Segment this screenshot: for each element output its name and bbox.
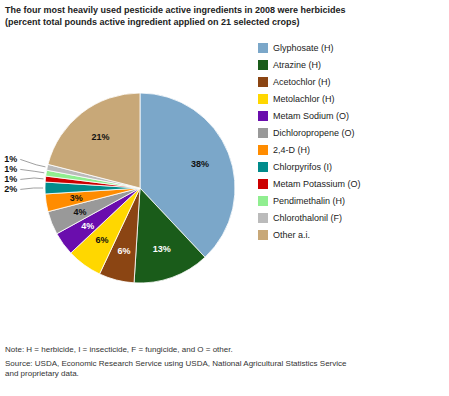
data-label: 3%: [70, 193, 83, 203]
legend-label: Metolachlor (H): [273, 94, 335, 104]
data-label: 13%: [153, 244, 171, 254]
annotation: Note: H = herbicide, I = insecticide, F …: [5, 345, 233, 354]
legend-swatch: [258, 77, 268, 87]
legend-swatch: [258, 128, 268, 138]
data-label: 1%: [4, 164, 17, 174]
legend-label: Metam Potassium (O): [273, 179, 361, 189]
data-label: 21%: [91, 132, 109, 142]
data-label: 4%: [81, 221, 94, 231]
legend-label: Other a.i.: [273, 230, 310, 240]
pie-slice: [48, 93, 140, 188]
legend-swatch: [258, 162, 268, 172]
data-label: 4%: [73, 207, 86, 217]
legend-label: Dichloropropene (O): [273, 128, 355, 138]
legend-label: 2,4-D (H): [273, 145, 310, 155]
data-label: 1%: [4, 174, 17, 184]
legend-swatch: [258, 213, 268, 223]
pie: [45, 93, 235, 283]
legend-swatch: [258, 230, 268, 240]
legend-label: Chlorothalonil (F): [273, 213, 342, 223]
annotation-line: Source: USDA, Economic Research Service …: [5, 359, 347, 368]
legend-swatch: [258, 111, 268, 121]
subtitle: (percent total pounds active ingredient …: [5, 17, 300, 27]
data-label: 2%: [4, 184, 17, 194]
annotation-line: Note: H = herbicide, I = insecticide, F …: [5, 345, 233, 354]
legend-label: Glyphosate (H): [273, 43, 334, 53]
pie-slice: [134, 188, 205, 283]
leader-line: [20, 159, 45, 166]
legend-swatch: [258, 94, 268, 104]
chart: The four most heavily used pesticide act…: [0, 0, 449, 396]
legend: Glyphosate (H) Atrazine (H) Acetochlor (H)…: [258, 43, 361, 240]
legend-label: Acetochlor (H): [273, 77, 331, 87]
legend-label: Atrazine (H): [273, 60, 321, 70]
legend-label: Metam Sodium (O): [273, 111, 349, 121]
legend-label: Chlorpyrifos (I): [273, 162, 332, 172]
background: [0, 0, 449, 396]
annotation-line: and proprietary data.: [5, 369, 79, 378]
data-label: 38%: [191, 159, 209, 169]
leader-line: [20, 188, 43, 189]
legend-swatch: [258, 179, 268, 189]
leader-line: [20, 169, 44, 172]
data-label: 1%: [4, 154, 17, 164]
legend-swatch: [258, 43, 268, 53]
title: The four most heavily used pesticide act…: [5, 5, 346, 15]
leader-line: [20, 178, 43, 179]
legend-label: Pendimethalin (H): [273, 196, 345, 206]
legend-swatch: [258, 196, 268, 206]
legend-swatch: [258, 145, 268, 155]
data-label: 6%: [117, 246, 130, 256]
annotation: Source: USDA, Economic Research Service …: [5, 359, 347, 378]
data-labels: 38%13%6%6%4%4%3%21%1%1%1%2%: [4, 132, 209, 256]
data-label: 6%: [96, 235, 109, 245]
legend-swatch: [258, 60, 268, 70]
